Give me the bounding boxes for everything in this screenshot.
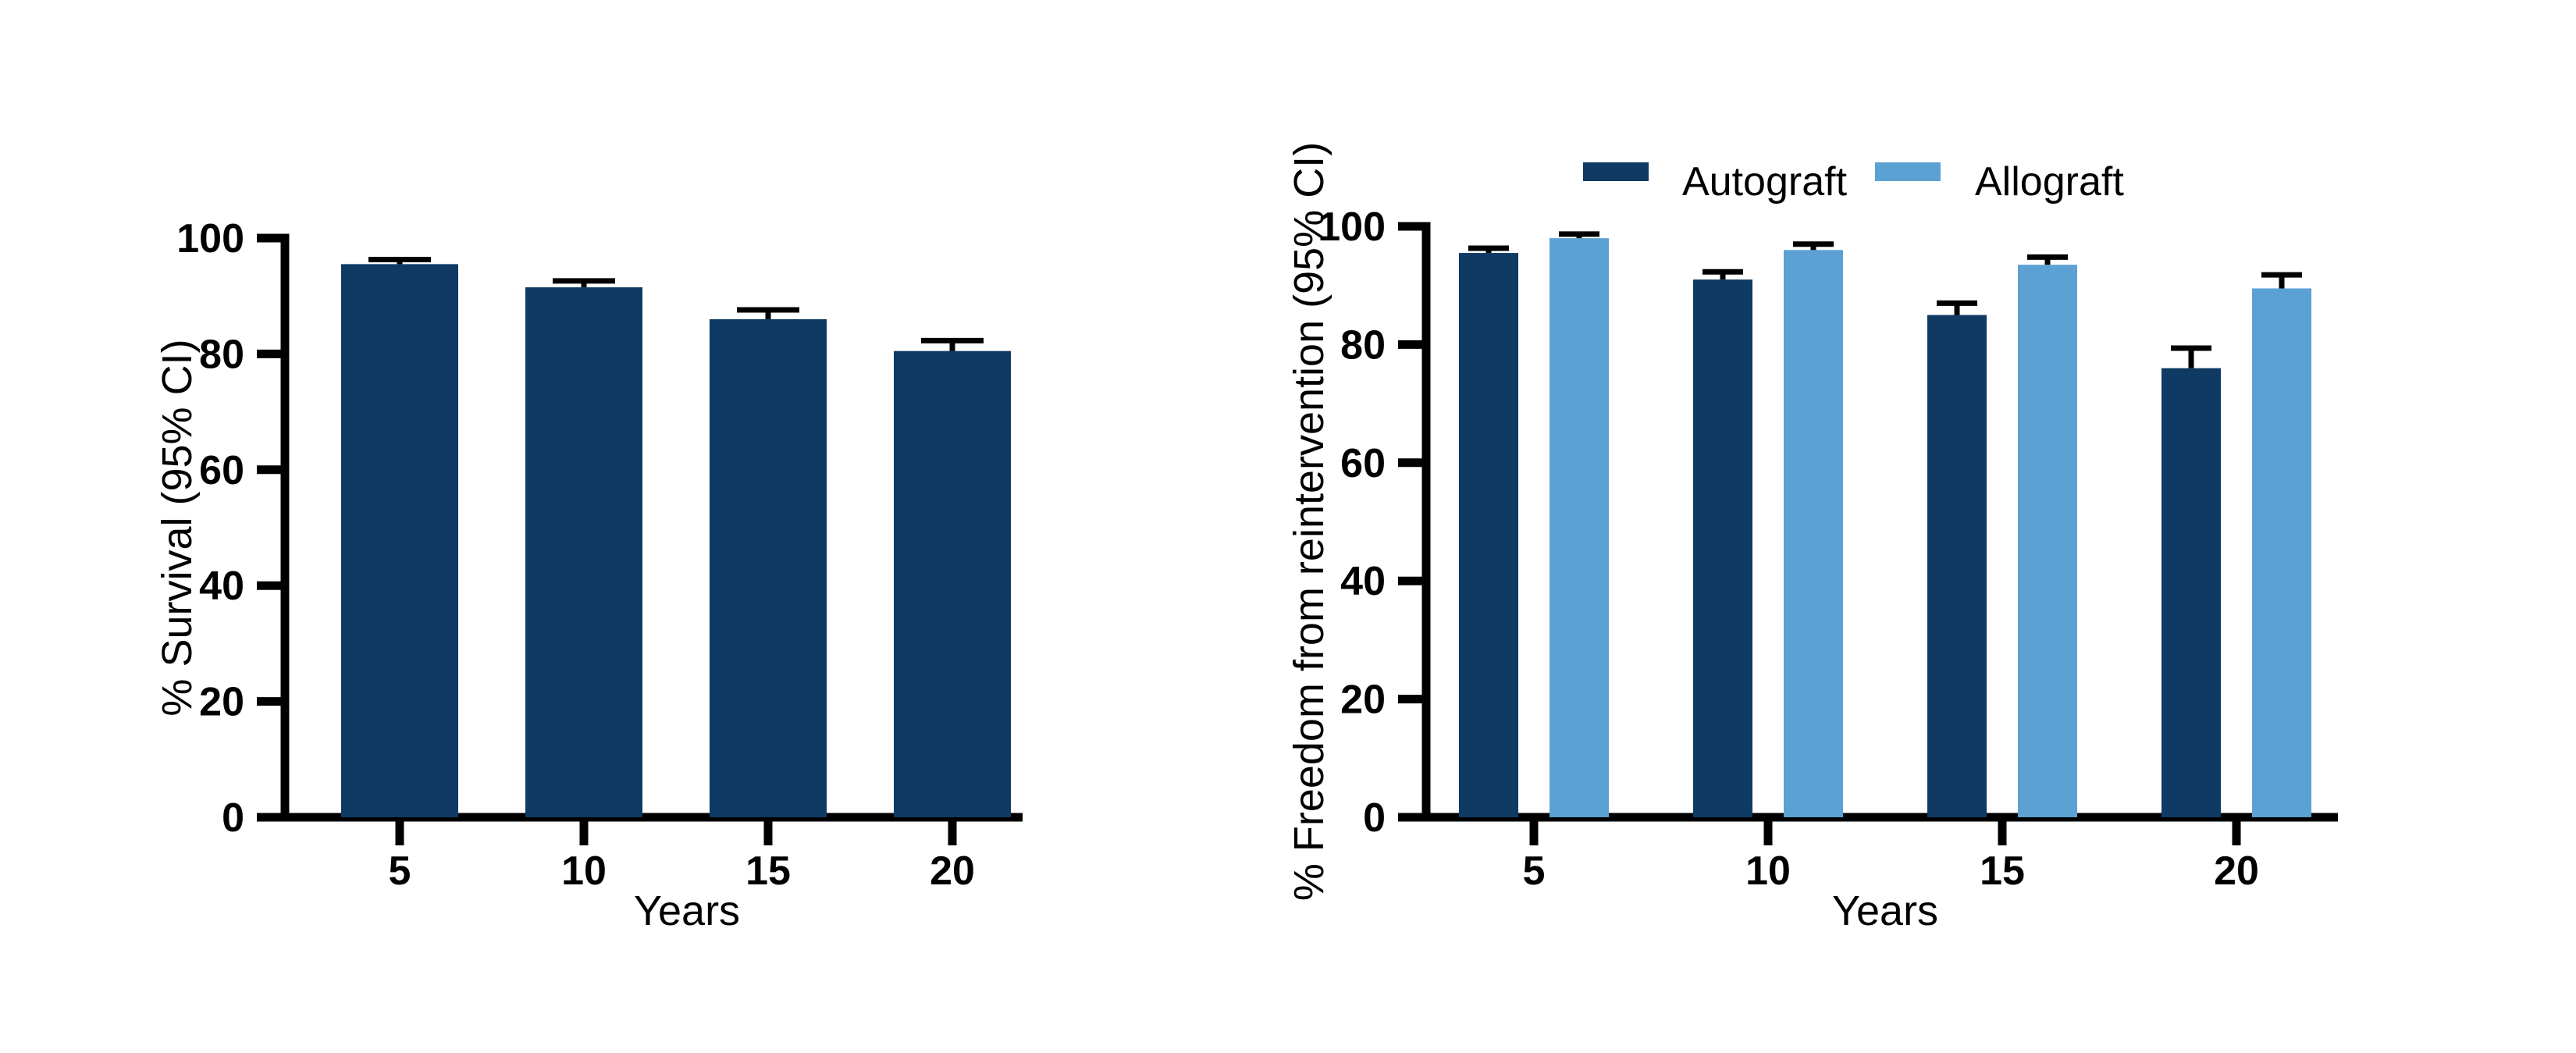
bar-survival-10yr — [525, 287, 642, 817]
x-tick-label: 10 — [561, 848, 607, 894]
y-tick-label: 80 — [199, 332, 244, 377]
bar-survival-20yr — [894, 350, 1011, 817]
bar-survival-5yr — [341, 264, 458, 817]
legend-label-autograft: Autograft — [1682, 159, 1848, 205]
legend-label-allograft: Allograft — [1975, 159, 2124, 205]
y-tick-label: 60 — [1340, 441, 1386, 486]
x-axis-title: Years — [1832, 888, 1938, 934]
y-tick-label: 20 — [1340, 678, 1386, 723]
y-axis-title: % Survival (95% CI) — [154, 339, 201, 716]
bar-survival-15yr — [710, 318, 827, 817]
y-tick-label: 80 — [1340, 322, 1386, 368]
bar-allograft-20yr — [2252, 288, 2311, 817]
x-tick-label: 5 — [389, 848, 411, 894]
bar-autograft-10yr — [1693, 279, 1752, 817]
y-axis-title: % Freedom from reintervention (95% CI) — [1286, 142, 1332, 901]
x-axis-title: Years — [634, 888, 740, 934]
x-tick-label: 20 — [930, 848, 975, 894]
x-tick-label: 15 — [745, 848, 791, 894]
y-tick-label: 0 — [222, 795, 244, 841]
y-tick-label: 100 — [176, 216, 244, 261]
legend-swatch-autograft — [1583, 162, 1649, 181]
y-tick-label: 100 — [1318, 205, 1386, 250]
x-tick-label: 15 — [1980, 848, 2025, 894]
y-tick-label: 40 — [1340, 559, 1386, 604]
y-tick-label: 40 — [199, 564, 244, 609]
bar-autograft-20yr — [2161, 368, 2221, 817]
bar-autograft-5yr — [1459, 253, 1518, 817]
y-tick-label: 20 — [199, 680, 244, 725]
y-tick-label: 0 — [1363, 795, 1386, 841]
x-tick-label: 5 — [1523, 848, 1546, 894]
bar-allograft-5yr — [1550, 238, 1609, 817]
bar-autograft-15yr — [1927, 315, 1987, 817]
x-tick-label: 10 — [1745, 848, 1791, 894]
bar-allograft-10yr — [1784, 250, 1843, 817]
x-tick-label: 20 — [2214, 848, 2259, 894]
y-tick-label: 60 — [199, 448, 244, 493]
bar-allograft-15yr — [2018, 265, 2077, 818]
legend-swatch-allograft — [1875, 162, 1941, 181]
